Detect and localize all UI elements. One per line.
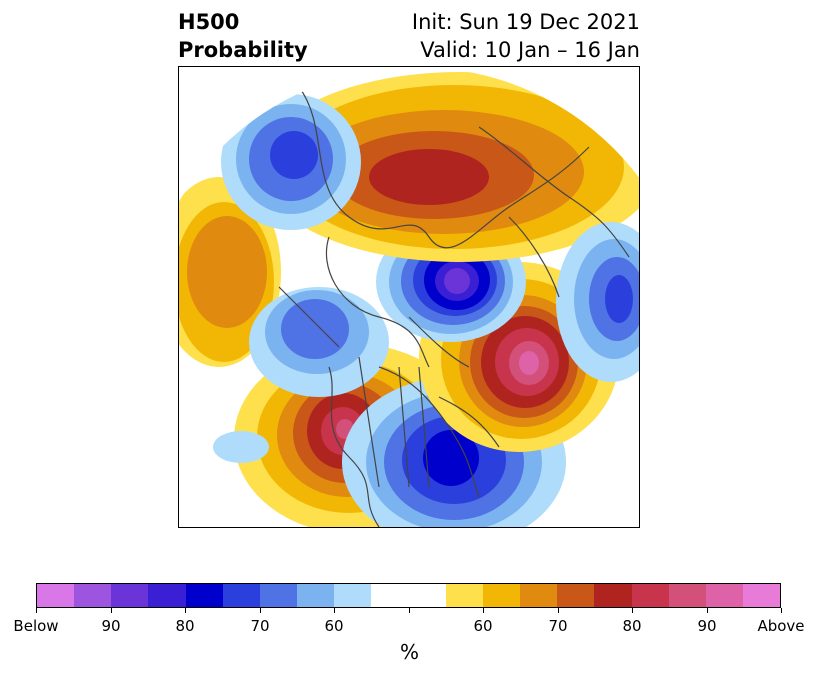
colorbar-tick xyxy=(111,608,112,613)
colorbar-segment xyxy=(111,584,149,607)
colorbar-tick-label: 70 xyxy=(250,617,270,635)
chart-title: H500 Probability xyxy=(178,8,308,64)
title-variable: H500 xyxy=(178,10,240,34)
colorbar-segment xyxy=(334,584,372,607)
colorbar-segment xyxy=(705,584,743,607)
colorbar xyxy=(36,583,781,608)
gulf-anomaly xyxy=(213,431,269,463)
colorbar-segment xyxy=(742,584,781,607)
colorbar-segment xyxy=(185,584,223,607)
colorbar-tick-label: 90 xyxy=(101,617,121,635)
colorbar-segment xyxy=(259,584,298,607)
colorbar-tick-label: 70 xyxy=(548,617,568,635)
colorbar-tick-label: 80 xyxy=(175,617,195,635)
colorbar-tick xyxy=(558,608,559,613)
probability-map xyxy=(178,66,640,528)
colorbar-segment xyxy=(668,584,706,607)
colorbar-segment xyxy=(482,584,521,607)
colorbar-segment xyxy=(74,584,112,607)
colorbar-tick xyxy=(260,608,261,613)
valid-range: Valid: 10 Jan – 16 Jan xyxy=(420,38,640,62)
colorbar-tick xyxy=(36,608,37,613)
colorbar-tick xyxy=(632,608,633,613)
coastlines xyxy=(278,86,630,527)
colorbar-tick xyxy=(409,608,410,613)
siberia-trough-anomaly xyxy=(249,287,389,397)
colorbar-segment xyxy=(445,584,483,607)
map-canvas xyxy=(179,67,639,527)
colorbar-tick-label: 60 xyxy=(473,617,493,635)
colorbar-tick xyxy=(185,608,186,613)
anomaly-field xyxy=(179,67,639,527)
colorbar-segment xyxy=(631,584,669,607)
colorbar-tick-label: Below xyxy=(13,617,59,635)
colorbar-segment xyxy=(148,584,186,607)
pacific-ridge-anomaly xyxy=(179,177,281,367)
colorbar-unit-label: % xyxy=(399,640,419,664)
title-product: Probability xyxy=(178,38,308,62)
chart-dates: Init: Sun 19 Dec 2021 Valid: 10 Jan – 16… xyxy=(412,8,640,64)
colorbar-segment xyxy=(520,584,558,607)
colorbar-segment xyxy=(37,584,75,607)
colorbar-tick xyxy=(483,608,484,613)
colorbar-tick-label: 90 xyxy=(697,617,717,635)
colorbar-tick-label: 60 xyxy=(324,617,344,635)
colorbar-segment xyxy=(222,584,260,607)
colorbar-segment xyxy=(371,584,409,607)
europe-trough-anomaly xyxy=(221,94,361,230)
colorbar-segment xyxy=(557,584,595,607)
colorbar-tick-label: Above xyxy=(757,617,805,635)
colorbar-tick xyxy=(781,608,782,613)
init-date: Init: Sun 19 Dec 2021 xyxy=(411,10,640,34)
colorbar-segment xyxy=(408,584,446,607)
colorbar-tick-label: 80 xyxy=(622,617,642,635)
colorbar-segment xyxy=(297,584,335,607)
colorbar-tick xyxy=(334,608,335,613)
eurasia-ridge-anomaly xyxy=(259,72,639,262)
pacific-east-trough-anomaly xyxy=(556,222,639,382)
colorbar-segment xyxy=(594,584,632,607)
colorbar-tick xyxy=(707,608,708,613)
